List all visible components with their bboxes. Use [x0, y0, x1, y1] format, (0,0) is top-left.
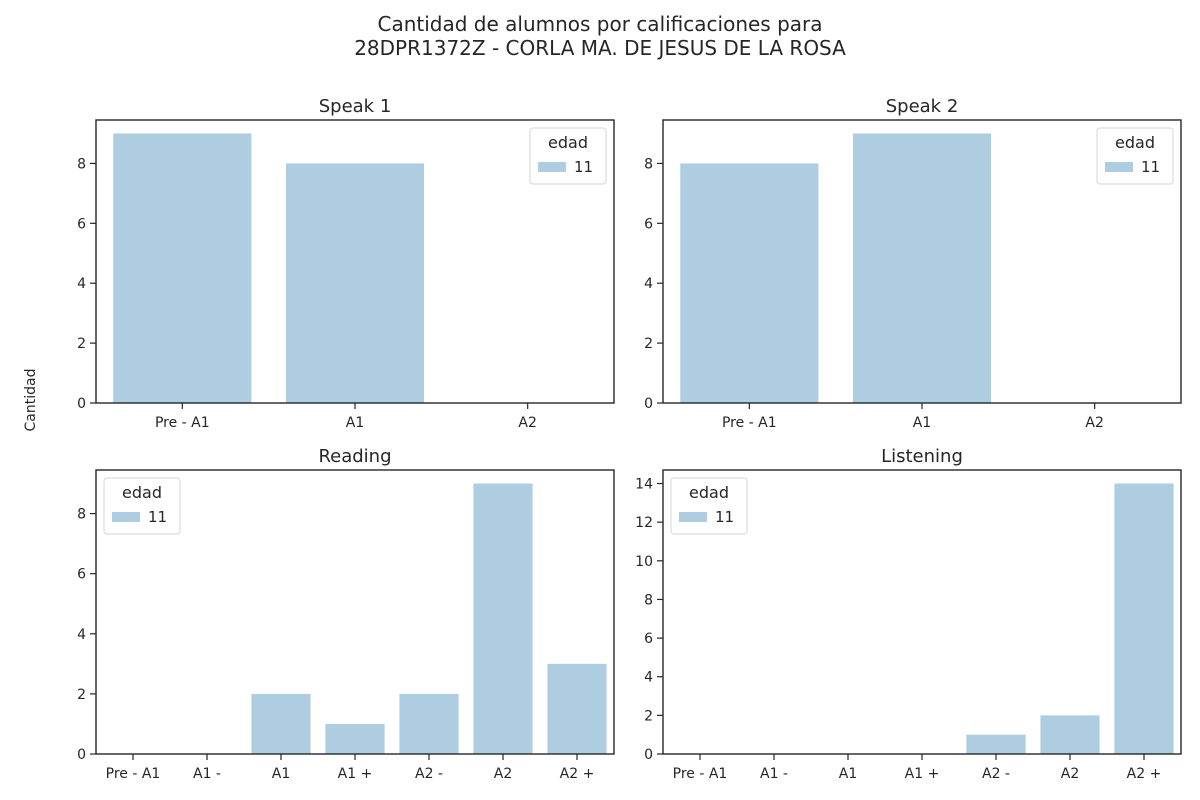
ytick-label: 6 — [77, 216, 86, 232]
ytick-label: 4 — [644, 276, 653, 292]
ytick-label: 8 — [644, 592, 653, 608]
ytick-label: 0 — [77, 396, 86, 412]
legend-title: edad — [1115, 133, 1155, 152]
legend: edad 11 — [670, 477, 748, 535]
xtick-label: A2 - — [415, 766, 443, 782]
figure-title-line2: 28DPR1372Z - CORLA MA. DE JESUS DE LA RO… — [354, 36, 846, 60]
xtick-label: A2 + — [560, 766, 595, 782]
ytick-label: 6 — [77, 567, 86, 583]
ytick-label: 0 — [77, 747, 86, 763]
bar-4-5 — [966, 734, 1026, 754]
legend-label: 11 — [574, 158, 593, 176]
bar-1-2 — [285, 163, 425, 403]
xtick-label: A1 — [839, 766, 857, 782]
bar-3-7 — [547, 663, 607, 754]
bar-4-6 — [1040, 715, 1100, 754]
legend: edad 11 — [529, 127, 607, 185]
ytick-label: 2 — [77, 687, 86, 703]
xtick-label: Pre - A1 — [106, 766, 161, 782]
subplot-title: Speak 2 — [886, 96, 959, 117]
legend-label: 11 — [1141, 158, 1160, 176]
ytick-label: 0 — [644, 396, 653, 412]
subplot-title: Speak 1 — [319, 96, 392, 117]
bar-3-5 — [399, 693, 459, 754]
xtick-label: A1 — [913, 415, 931, 431]
xtick-label: A2 — [1061, 766, 1079, 782]
figure-title-line1: Cantidad de alumnos por calificaciones p… — [377, 12, 823, 36]
legend-title: edad — [548, 133, 588, 152]
xtick-label: A1 - — [760, 766, 788, 782]
xtick-label: A2 — [494, 766, 512, 782]
ytick-label: 2 — [644, 708, 653, 724]
subplot-title: Listening — [881, 446, 963, 467]
legend-title: edad — [122, 483, 162, 502]
ytick-label: 6 — [644, 631, 653, 647]
ytick-label: 14 — [635, 477, 653, 493]
legend-label: 11 — [148, 508, 167, 526]
bar-3-3 — [251, 693, 311, 754]
xtick-label: Pre - A1 — [155, 415, 210, 431]
bar-3-6 — [473, 483, 533, 754]
ytick-label: 2 — [77, 336, 86, 352]
xtick-label: A2 + — [1127, 766, 1162, 782]
xtick-label: A2 - — [982, 766, 1010, 782]
ytick-label: 2 — [644, 336, 653, 352]
ytick-label: 12 — [635, 515, 653, 531]
legend-swatch — [112, 512, 140, 522]
subplot-title: Reading — [318, 446, 391, 467]
axes-frame — [95, 119, 615, 404]
xtick-label: A1 - — [193, 766, 221, 782]
legend-swatch — [1105, 162, 1133, 172]
legend: edad 11 — [1096, 127, 1174, 185]
subplot-2: 0 2 4 6 8 Pre - A1 A1 A2 Speak 2 edad 11 — [644, 96, 1182, 431]
ytick-label: 4 — [644, 670, 653, 686]
bar-3-4 — [325, 723, 385, 754]
xtick-label: A2 — [518, 415, 536, 431]
bar-1-1 — [113, 133, 252, 403]
xtick-label: A2 — [1085, 415, 1103, 431]
ytick-label: 4 — [77, 627, 86, 643]
axes-frame — [95, 469, 615, 755]
bar-2-2 — [852, 133, 992, 403]
ytick-label: 8 — [644, 156, 653, 172]
ytick-label: 6 — [644, 216, 653, 232]
subplot-1: 0 2 4 6 8 Pre - A1 A1 A2 Speak 1 edad 11 — [77, 96, 615, 431]
legend-title: edad — [689, 483, 729, 502]
xtick-label: Pre - A1 — [722, 415, 777, 431]
ytick-label: 8 — [77, 156, 86, 172]
subplot-3: 0 2 4 6 8 Pre - A1 A1 - A1 A1 + A2 - A2 A2 + Reading… — [77, 446, 615, 782]
bar-4-7 — [1114, 483, 1174, 754]
ytick-label: 10 — [635, 554, 653, 570]
subplot-4: 0 2 4 6 8 10 12 14 Pre - A1 A1 - A1 A1 + A2 - A2 A2 + L… — [635, 446, 1182, 782]
legend-label: 11 — [715, 508, 734, 526]
ytick-label: 4 — [77, 276, 86, 292]
xtick-label: A1 + — [905, 766, 940, 782]
ytick-label: 8 — [77, 507, 86, 523]
axes-frame — [662, 119, 1182, 404]
xtick-label: A1 — [346, 415, 364, 431]
bar-2-1 — [680, 163, 819, 403]
xtick-label: A1 — [272, 766, 290, 782]
legend-swatch — [538, 162, 566, 172]
ytick-label: 0 — [644, 747, 653, 763]
legend-swatch — [679, 512, 707, 522]
xtick-label: A1 + — [338, 766, 373, 782]
legend: edad 11 — [103, 477, 181, 535]
axes-frame — [662, 469, 1182, 755]
xtick-label: Pre - A1 — [673, 766, 728, 782]
